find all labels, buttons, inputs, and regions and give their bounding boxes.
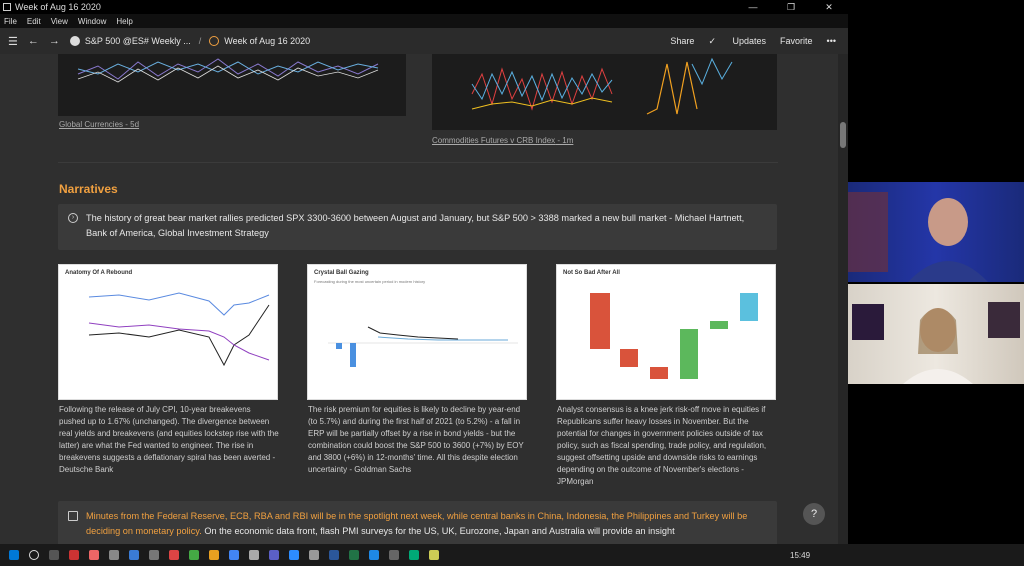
events-highlight: Minutes from the Federal Reserve, ECB, R… bbox=[86, 511, 748, 536]
callout-icon: › bbox=[68, 213, 78, 223]
word-icon[interactable] bbox=[329, 550, 339, 560]
taskbar-app-icon[interactable] bbox=[429, 550, 439, 560]
breadcrumb-workspace[interactable]: S&P 500 @ES# Weekly ... bbox=[69, 36, 191, 46]
menu-file[interactable]: File bbox=[4, 16, 17, 26]
crystal-ball-chart-subtitle: Forecasting during the most uncertain pe… bbox=[314, 279, 426, 284]
quote-text: The history of great bear market rallies… bbox=[86, 213, 745, 238]
more-options-icon[interactable]: ••• bbox=[826, 36, 836, 46]
events-text: On the economic data front, flash PMI su… bbox=[201, 526, 675, 536]
menu-window[interactable]: Window bbox=[77, 16, 107, 26]
taskbar-app-icon[interactable] bbox=[69, 550, 79, 560]
forward-arrow-icon[interactable]: → bbox=[48, 35, 60, 47]
not-so-bad-text: Analyst consensus is a knee jerk risk-of… bbox=[557, 405, 767, 486]
not-so-bad-graphic bbox=[590, 293, 758, 379]
commodities-chart bbox=[432, 54, 777, 130]
commodities-link[interactable]: Commodities Futures v CRB Index - 1m bbox=[432, 136, 573, 145]
nav-actions: Share ✓ Updates Favorite ••• bbox=[656, 36, 836, 47]
taskbar-app-icon[interactable] bbox=[249, 550, 259, 560]
crystal-ball-chart[interactable]: Crystal Ball Gazing Forecasting during t… bbox=[307, 264, 527, 400]
anatomy-rebound-chart[interactable]: Anatomy Of A Rebound bbox=[58, 264, 278, 400]
anatomy-rebound-graphic bbox=[88, 292, 270, 367]
menu-view[interactable]: View bbox=[50, 16, 68, 26]
zoom-icon[interactable] bbox=[289, 550, 299, 560]
teams-icon[interactable] bbox=[269, 550, 279, 560]
updates-label: Updates bbox=[732, 35, 767, 46]
help-button[interactable]: ? bbox=[803, 503, 825, 525]
task-view-icon[interactable] bbox=[49, 550, 59, 560]
menu-help[interactable]: Help bbox=[116, 16, 133, 26]
breadcrumb-page[interactable]: Week of Aug 16 2020 bbox=[209, 36, 310, 46]
not-so-bad-chart-title: Not So Bad After All bbox=[563, 270, 620, 276]
guest-figure bbox=[852, 302, 1020, 384]
global-currencies-chart bbox=[58, 54, 406, 116]
taskbar-app-icon[interactable] bbox=[369, 550, 379, 560]
taskbar-app-icon[interactable] bbox=[409, 550, 419, 560]
taskbar: 15:49 bbox=[0, 544, 1024, 566]
scrollbar-thumb[interactable] bbox=[840, 122, 846, 148]
search-icon[interactable] bbox=[29, 550, 39, 560]
chrome-icon[interactable] bbox=[229, 550, 239, 560]
share-button[interactable]: Share bbox=[670, 36, 695, 46]
video-feed-guest bbox=[848, 284, 1024, 384]
taskbar-app-icon[interactable] bbox=[189, 550, 199, 560]
breadcrumb-workspace-label: S&P 500 @ES# Weekly ... bbox=[84, 36, 191, 46]
taskbar-app-icon[interactable] bbox=[129, 550, 139, 560]
minimize-button[interactable]: — bbox=[748, 2, 758, 12]
anatomy-rebound-chart-title: Anatomy Of A Rebound bbox=[65, 270, 133, 276]
breadcrumb-separator: / bbox=[198, 36, 202, 46]
commodities-suffix: - 1m bbox=[555, 136, 574, 145]
quote-callout: › The history of great bear market ralli… bbox=[58, 204, 777, 250]
crystal-ball-graphic bbox=[328, 326, 518, 367]
menu-bar: File Edit View Window Help bbox=[0, 14, 848, 28]
taskbar-app-icon[interactable] bbox=[149, 550, 159, 560]
page-content: Global Currencies - 5d Commodities Futur… bbox=[0, 54, 838, 544]
favorite-button[interactable]: Favorite bbox=[780, 36, 813, 46]
global-currencies-chart-graphic bbox=[77, 58, 379, 83]
taskbar-app-icon[interactable] bbox=[89, 550, 99, 560]
title-bar: Week of Aug 16 2020 — ❐ ✕ bbox=[0, 0, 848, 14]
workspace-icon bbox=[69, 36, 80, 46]
updates-button[interactable]: ✓ Updates bbox=[708, 35, 767, 46]
breadcrumb-page-label: Week of Aug 16 2020 bbox=[224, 36, 311, 46]
close-button[interactable]: ✕ bbox=[825, 2, 833, 12]
calendar-icon bbox=[68, 511, 78, 521]
page-icon bbox=[209, 36, 220, 46]
commodities-caption: Commodities Futures v CRB Index bbox=[432, 136, 556, 145]
section-title: Narratives bbox=[59, 182, 118, 196]
taskbar-app-icon[interactable] bbox=[309, 550, 319, 560]
global-currencies-link[interactable]: Global Currencies - 5d bbox=[59, 120, 139, 129]
scrollbar[interactable] bbox=[838, 54, 848, 544]
menu-edit[interactable]: Edit bbox=[26, 16, 41, 26]
app-icon bbox=[3, 3, 11, 11]
taskbar-app-icon[interactable] bbox=[169, 550, 179, 560]
anatomy-rebound-text: Following the release of July CPI, 10-ye… bbox=[59, 405, 279, 474]
crystal-ball-chart-title: Crystal Ball Gazing bbox=[314, 270, 369, 276]
not-so-bad-chart[interactable]: Not So Bad After All bbox=[556, 264, 776, 400]
taskbar-app-icon[interactable] bbox=[389, 550, 399, 560]
global-currencies-caption: Global Currencies bbox=[59, 120, 124, 129]
commodities-chart-graphic bbox=[471, 57, 733, 115]
window-title: Week of Aug 16 2020 bbox=[15, 2, 101, 12]
window-controls: — ❐ ✕ bbox=[734, 0, 848, 14]
windows-start-icon[interactable] bbox=[9, 550, 19, 560]
events-callout: Minutes from the Federal Reserve, ECB, R… bbox=[58, 501, 777, 544]
clock: 15:49 bbox=[790, 550, 811, 560]
video-feed-presenter bbox=[848, 182, 1024, 282]
excel-icon[interactable] bbox=[349, 550, 359, 560]
global-currencies-suffix: - 5d bbox=[123, 120, 140, 129]
nav-bar: ☰ ← → S&P 500 @ES# Weekly ... / Week of … bbox=[0, 28, 848, 54]
maximize-button[interactable]: ❐ bbox=[786, 2, 796, 12]
presenter-figure bbox=[848, 192, 988, 282]
taskbar-app-icon[interactable] bbox=[209, 550, 219, 560]
taskbar-app-icon[interactable] bbox=[109, 550, 119, 560]
crystal-ball-text: The risk premium for equities is likely … bbox=[308, 405, 524, 474]
hamburger-icon[interactable]: ☰ bbox=[8, 35, 18, 48]
section-divider bbox=[58, 162, 778, 163]
back-arrow-icon[interactable]: ← bbox=[27, 35, 39, 47]
